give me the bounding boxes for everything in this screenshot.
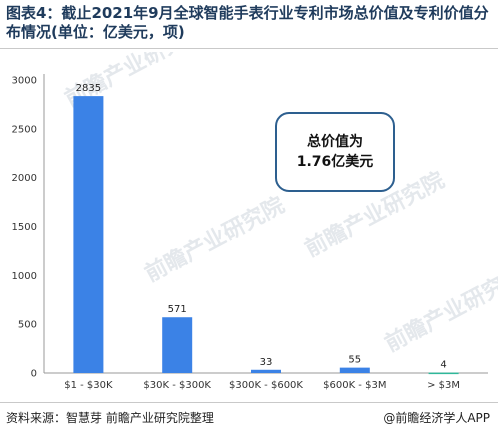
x-tick-label-0: $1 - $30K [64, 380, 113, 391]
y-tick-label-2: 1000 [12, 271, 37, 282]
source-note: 资料来源：智慧芽 前瞻产业研究院整理 [6, 411, 214, 425]
data-label-1: 571 [168, 304, 187, 315]
y-tick-label-1: 500 [18, 320, 37, 331]
title-divider [0, 48, 498, 49]
y-tick-label-4: 2000 [12, 173, 37, 184]
page-title: 图表4：截止2021年9月全球智能手表行业专利市场总价值及专利价值分布情况(单位… [6, 4, 489, 41]
chart-labels: 2835 $1 - $30K 571 $30K - $300K 33 $300K - $6… [64, 83, 460, 391]
y-tick-label-6: 3000 [12, 76, 37, 87]
data-label-2: 33 [260, 357, 273, 368]
total-value-callout: 总价值为1.76亿美元 [275, 112, 395, 192]
data-label-4: 4 [440, 360, 446, 371]
y-tick-label-0: 0 [31, 369, 37, 380]
watermark-text-3: 前瞻产业研究院 [381, 262, 498, 357]
x-tick-label-3: $600K - $3M [323, 380, 386, 391]
callout-text: 总价值为1.76亿美元 [296, 134, 374, 170]
chart-bars [73, 96, 459, 375]
footer-divider [0, 402, 498, 403]
data-label-0: 2835 [76, 83, 101, 94]
bar-1 [162, 317, 193, 373]
credit-note: @前瞻经济学人APP [383, 411, 490, 425]
bar-4 [428, 372, 459, 375]
x-tick-label-2: $300K - $600K [229, 380, 303, 391]
y-tick-label-3: 1500 [12, 222, 37, 233]
bar-3 [339, 367, 370, 373]
x-tick-label-4: > $3M [427, 380, 460, 391]
chart-axes: 0 500 1000 1500 2000 2500 3000 [12, 74, 488, 380]
x-tick-label-1: $30K - $300K [143, 380, 211, 391]
data-label-3: 55 [348, 355, 361, 366]
bar-2 [251, 369, 281, 373]
y-tick-label-5: 2500 [12, 124, 37, 135]
watermark-text-1: 前瞻产业研究院 [141, 192, 289, 287]
bar-0 [73, 96, 104, 374]
